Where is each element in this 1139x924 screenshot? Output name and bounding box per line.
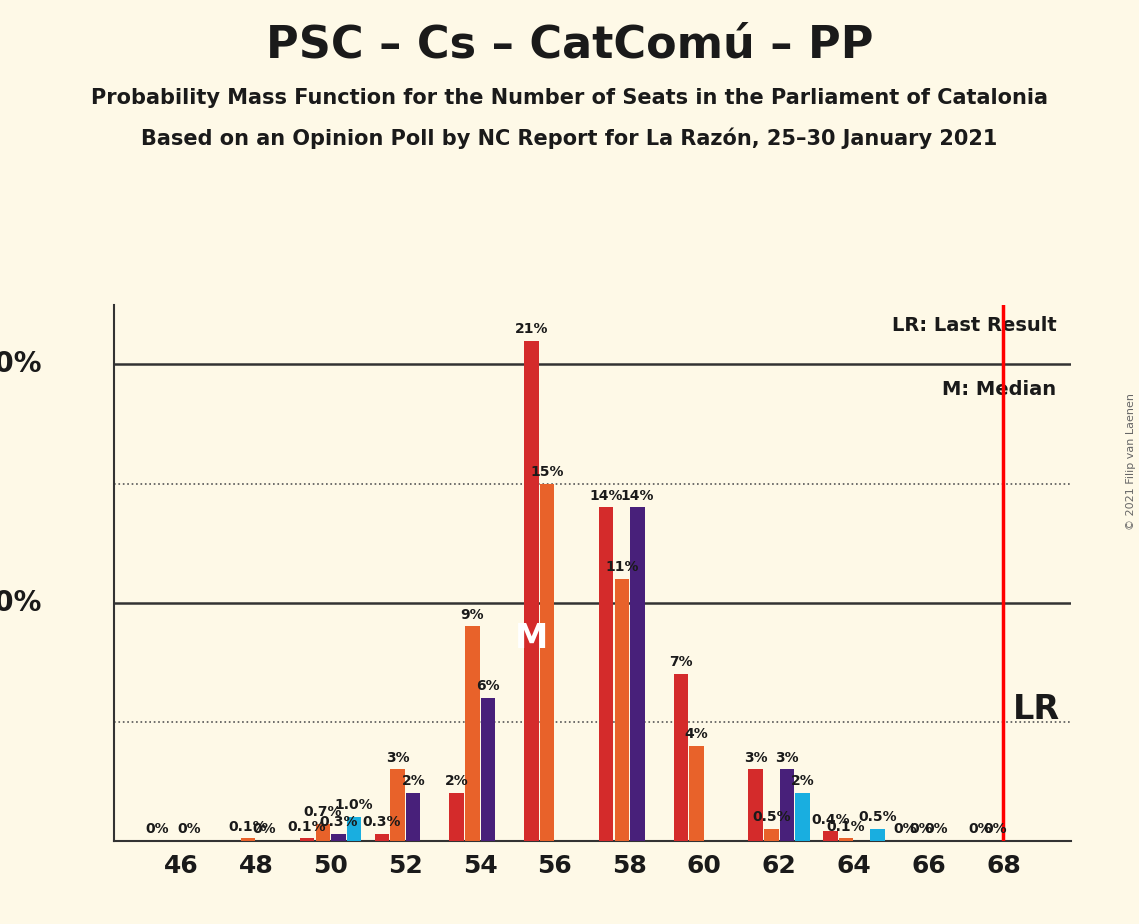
Bar bbox=[540, 483, 555, 841]
Text: 21%: 21% bbox=[515, 322, 548, 336]
Text: 0.5%: 0.5% bbox=[752, 810, 790, 824]
Text: 0.1%: 0.1% bbox=[288, 820, 327, 833]
Bar bbox=[764, 829, 779, 841]
Text: 9%: 9% bbox=[460, 608, 484, 622]
Text: 0%: 0% bbox=[984, 822, 1007, 836]
Text: 0.1%: 0.1% bbox=[827, 820, 866, 833]
Text: M: Median: M: Median bbox=[942, 380, 1056, 399]
Bar bbox=[375, 833, 390, 841]
Bar bbox=[673, 675, 688, 841]
Bar bbox=[748, 770, 763, 841]
Bar bbox=[823, 832, 837, 841]
Bar bbox=[615, 578, 629, 841]
Text: 0.1%: 0.1% bbox=[229, 820, 268, 833]
Text: 0.3%: 0.3% bbox=[319, 815, 358, 829]
Text: 14%: 14% bbox=[621, 489, 654, 503]
Text: 3%: 3% bbox=[744, 750, 768, 765]
Bar bbox=[599, 507, 613, 841]
Text: 0%: 0% bbox=[968, 822, 992, 836]
Bar bbox=[689, 746, 704, 841]
Text: 3%: 3% bbox=[386, 750, 409, 765]
Bar bbox=[780, 770, 794, 841]
Bar bbox=[870, 829, 885, 841]
Text: 0.3%: 0.3% bbox=[362, 815, 401, 829]
Bar bbox=[300, 838, 314, 841]
Bar bbox=[481, 698, 495, 841]
Text: 0%: 0% bbox=[178, 822, 200, 836]
Bar bbox=[405, 793, 420, 841]
Text: 0.7%: 0.7% bbox=[304, 806, 342, 820]
Text: 6%: 6% bbox=[476, 679, 500, 693]
Text: 0%: 0% bbox=[909, 822, 933, 836]
Text: 1.0%: 1.0% bbox=[335, 798, 374, 812]
Bar bbox=[347, 817, 361, 841]
Text: 3%: 3% bbox=[776, 750, 798, 765]
Text: 14%: 14% bbox=[589, 489, 623, 503]
Text: 20%: 20% bbox=[0, 350, 42, 379]
Text: 7%: 7% bbox=[669, 655, 693, 669]
Bar bbox=[630, 507, 645, 841]
Text: 0%: 0% bbox=[252, 822, 276, 836]
Bar bbox=[316, 824, 330, 841]
Bar bbox=[331, 833, 346, 841]
Text: 0%: 0% bbox=[146, 822, 170, 836]
Text: 4%: 4% bbox=[685, 727, 708, 741]
Bar bbox=[450, 793, 464, 841]
Text: M: M bbox=[515, 622, 548, 655]
Text: 11%: 11% bbox=[605, 560, 639, 574]
Text: 0.5%: 0.5% bbox=[858, 810, 896, 824]
Text: LR: LR bbox=[1013, 693, 1060, 726]
Text: 10%: 10% bbox=[0, 589, 42, 616]
Bar bbox=[240, 838, 255, 841]
Text: 0%: 0% bbox=[925, 822, 949, 836]
Text: LR: Last Result: LR: Last Result bbox=[892, 316, 1056, 334]
Bar bbox=[391, 770, 404, 841]
Bar bbox=[465, 626, 480, 841]
Bar bbox=[524, 341, 539, 841]
Bar bbox=[838, 838, 853, 841]
Text: Based on an Opinion Poll by NC Report for La Razón, 25–30 January 2021: Based on an Opinion Poll by NC Report fo… bbox=[141, 128, 998, 149]
Text: PSC – Cs – CatComú – PP: PSC – Cs – CatComú – PP bbox=[265, 23, 874, 67]
Text: 0.4%: 0.4% bbox=[811, 812, 850, 827]
Text: © 2021 Filip van Laenen: © 2021 Filip van Laenen bbox=[1126, 394, 1136, 530]
Text: 2%: 2% bbox=[401, 774, 425, 788]
Text: 2%: 2% bbox=[790, 774, 814, 788]
Text: 0%: 0% bbox=[893, 822, 917, 836]
Text: Probability Mass Function for the Number of Seats in the Parliament of Catalonia: Probability Mass Function for the Number… bbox=[91, 88, 1048, 108]
Bar bbox=[795, 793, 810, 841]
Text: 15%: 15% bbox=[531, 465, 564, 479]
Text: 2%: 2% bbox=[444, 774, 468, 788]
